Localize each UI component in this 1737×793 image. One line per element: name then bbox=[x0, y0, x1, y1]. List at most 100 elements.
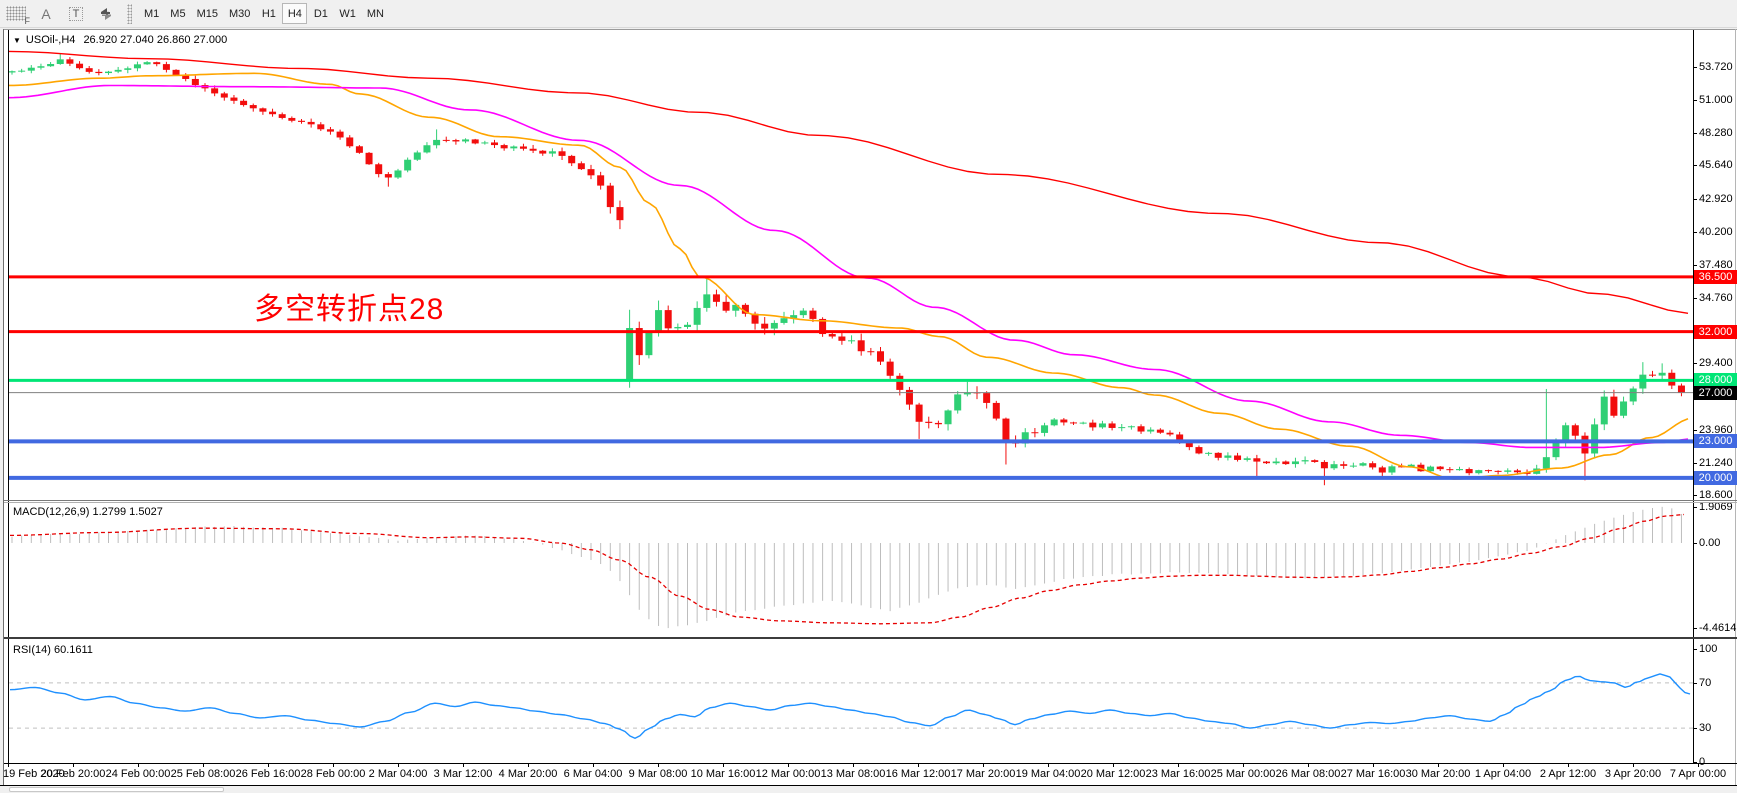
timeframe-button-h4[interactable]: H4 bbox=[282, 3, 308, 24]
date-tick-mark bbox=[138, 764, 139, 767]
price-badge-20.000: 20.000 bbox=[1694, 470, 1737, 485]
date-tick-label: 10 Mar 16:00 bbox=[690, 768, 756, 780]
timeframe-toolbar: M1 M5 M15 M30 H1 H4 D1 W1 MN bbox=[139, 3, 390, 24]
quick-navigation-box[interactable] bbox=[9, 787, 224, 792]
price-tick-mark bbox=[1693, 231, 1697, 233]
text-label-icon[interactable]: T bbox=[64, 3, 88, 25]
price-tick-mark bbox=[1693, 198, 1697, 200]
price-axis-border bbox=[1693, 30, 1694, 763]
date-tick-label: 24 Feb 00:00 bbox=[105, 768, 171, 780]
price-badge-23.000: 23.000 bbox=[1694, 434, 1737, 449]
date-tick-mark bbox=[1243, 764, 1244, 767]
date-tick-mark bbox=[73, 764, 74, 767]
price-tick-mark bbox=[1693, 133, 1697, 135]
macd-tick-label: -4.4614 bbox=[1699, 621, 1737, 634]
price-tick-label: 53.720 bbox=[1699, 61, 1733, 73]
date-tick-mark bbox=[333, 764, 334, 767]
date-tick-label: 3 Apr 20:00 bbox=[1604, 768, 1662, 780]
arrows-dropdown-icon[interactable]: ▾ bbox=[94, 3, 118, 25]
rsi-tick-mark bbox=[1693, 682, 1697, 684]
date-tick-label: 17 Mar 20:00 bbox=[950, 768, 1016, 780]
date-tick-label: 19 Mar 04:00 bbox=[1015, 768, 1081, 780]
date-tick-label: 20 Feb 20:00 bbox=[40, 768, 106, 780]
main-chart-canvas[interactable] bbox=[9, 30, 1693, 500]
timeframe-button-m30[interactable]: M30 bbox=[228, 7, 251, 20]
macd-tick-mark bbox=[1693, 506, 1697, 508]
drawing-tools-group: FAT ▾ bbox=[4, 3, 124, 26]
annotation-text: 多空转折点28 bbox=[254, 293, 445, 326]
date-tick-label: 19 Feb 2020 bbox=[3, 768, 65, 780]
macd-tick-mark bbox=[1693, 627, 1697, 629]
price-badge-32.000: 32.000 bbox=[1694, 324, 1737, 339]
toolbar-separator-grip[interactable] bbox=[127, 3, 132, 24]
date-tick-label: 25 Mar 00:00 bbox=[1210, 768, 1276, 780]
date-tick-mark bbox=[918, 764, 919, 767]
window-right-border bbox=[1735, 29, 1736, 786]
date-tick-label: 13 Mar 08:00 bbox=[820, 768, 886, 780]
timeframe-button-mn[interactable]: MN bbox=[366, 7, 384, 20]
date-tick-label: 12 Mar 00:00 bbox=[755, 768, 821, 780]
price-tick-mark bbox=[1693, 165, 1697, 167]
macd-indicator-canvas[interactable] bbox=[9, 503, 1693, 637]
price-tick-label: 34.760 bbox=[1699, 292, 1733, 305]
macd-tick-label: 1.9069 bbox=[1699, 500, 1733, 513]
date-axis-border bbox=[4, 763, 1737, 764]
rsi-indicator-canvas[interactable] bbox=[9, 640, 1693, 763]
date-tick-mark bbox=[788, 764, 789, 767]
ma-slow-magenta-line bbox=[9, 84, 1689, 449]
price-tick-label: 40.200 bbox=[1699, 225, 1733, 238]
toolbar: FAT ▾ M1 M5 M15 M30 H1 H4 D1 W1 MN bbox=[0, 0, 1737, 28]
date-tick-label: 6 Mar 04:00 bbox=[563, 768, 623, 780]
date-tick-mark bbox=[528, 764, 529, 767]
price-tick-mark bbox=[1693, 494, 1697, 496]
macd-title: MACD(12,26,9) bbox=[13, 506, 90, 518]
rsi-tick-label: 0 bbox=[1699, 756, 1706, 768]
date-tick-label: 27 Mar 16:00 bbox=[1340, 768, 1406, 780]
text-a-icon[interactable]: A bbox=[41, 5, 51, 22]
date-tick-label: 2 Mar 04:00 bbox=[368, 768, 428, 780]
price-badge-36.500: 36.500 bbox=[1694, 269, 1737, 284]
date-tick-label: 25 Feb 08:00 bbox=[170, 768, 236, 780]
date-tick-mark bbox=[1308, 764, 1309, 767]
main-macd-divider[interactable] bbox=[4, 500, 1737, 501]
symbol-dropdown-caret-icon[interactable]: ▼ bbox=[13, 36, 21, 45]
date-tick-label: 1 Apr 04:00 bbox=[1474, 768, 1532, 780]
macd-signal-line bbox=[10, 513, 1685, 625]
rsi-label: RSI(14) 60.1611 bbox=[13, 644, 93, 656]
price-tick-label: 51.000 bbox=[1699, 94, 1733, 107]
ma-fast-orange-line bbox=[9, 72, 1689, 480]
window-top-border bbox=[4, 29, 1737, 30]
price-tick-label: 37.480 bbox=[1699, 258, 1733, 271]
price-tick-mark bbox=[1693, 462, 1697, 464]
window-bottom-border bbox=[0, 785, 1737, 786]
chart-window bbox=[4, 29, 1737, 786]
date-tick-mark bbox=[1568, 764, 1569, 767]
date-tick-mark bbox=[268, 764, 269, 767]
date-tick-mark bbox=[1438, 764, 1439, 767]
price-badge-27.000: 27.000 bbox=[1694, 385, 1737, 400]
price-badge-28.000: 28.000 bbox=[1694, 373, 1737, 388]
date-tick-mark bbox=[723, 764, 724, 767]
rsi-line bbox=[9, 673, 1691, 739]
timeframe-button-m15[interactable]: M15 bbox=[196, 7, 218, 20]
macd-tick-mark bbox=[1693, 543, 1697, 544]
timeframe-button-m1[interactable]: M1 bbox=[144, 7, 160, 20]
macd-rsi-divider[interactable] bbox=[4, 637, 1737, 639]
timeframe-button-d1[interactable]: D1 bbox=[313, 7, 328, 20]
date-tick-label: 28 Feb 00:00 bbox=[300, 768, 366, 780]
price-tick-label: 21.240 bbox=[1699, 456, 1733, 469]
main-macd-divider-shadow bbox=[4, 502, 1737, 503]
timeframe-button-w1[interactable]: W1 bbox=[339, 7, 356, 20]
date-tick-mark bbox=[463, 764, 464, 767]
date-tick-mark bbox=[1048, 764, 1049, 767]
price-tick-label: 48.280 bbox=[1699, 127, 1733, 140]
price-tick-label: 18.600 bbox=[1699, 488, 1733, 501]
timeframe-button-h1[interactable]: H1 bbox=[261, 7, 276, 20]
timeframe-button-m5[interactable]: M5 bbox=[170, 7, 186, 20]
rsi-tick-label: 70 bbox=[1699, 676, 1712, 689]
chart-shift-f-icon[interactable]: F bbox=[4, 3, 30, 26]
bottom-strip bbox=[0, 786, 1737, 793]
date-tick-label: 26 Feb 16:00 bbox=[235, 768, 301, 780]
date-tick-mark bbox=[853, 764, 854, 767]
